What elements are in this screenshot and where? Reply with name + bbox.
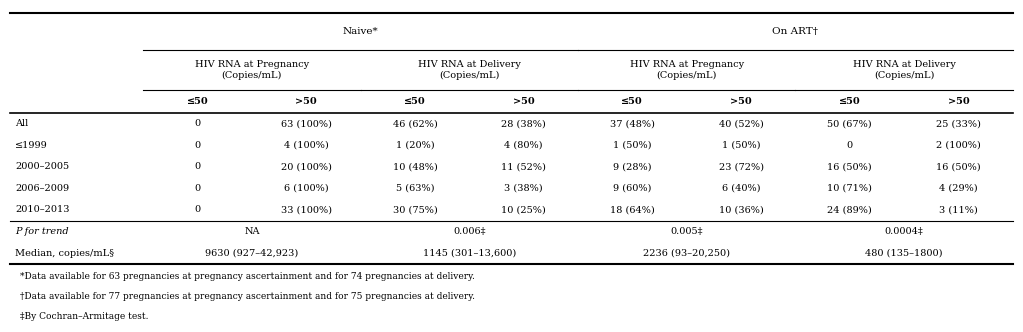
Text: ≤50: ≤50 [404,97,426,106]
Text: 25 (33%): 25 (33%) [936,119,981,128]
Text: *Data available for 63 pregnancies at pregnancy ascertainment and for 74 pregnan: *Data available for 63 pregnancies at pr… [20,272,476,281]
Text: HIV RNA at Delivery
(Copies/mL): HIV RNA at Delivery (Copies/mL) [417,59,521,80]
Text: 50 (67%): 50 (67%) [828,119,872,128]
Text: 37 (48%): 37 (48%) [610,119,655,128]
Text: 5 (63%): 5 (63%) [396,184,434,193]
Text: 3 (38%): 3 (38%) [504,184,543,193]
Text: 46 (62%): 46 (62%) [393,119,437,128]
Text: 0: 0 [194,184,201,193]
Text: 11 (52%): 11 (52%) [501,162,546,171]
Text: P for trend: P for trend [15,227,69,236]
Text: 2 (100%): 2 (100%) [936,141,981,150]
Text: ≤50: ≤50 [186,97,209,106]
Text: 1145 (301–13,600): 1145 (301–13,600) [422,249,516,258]
Text: >50: >50 [947,97,970,106]
Text: >50: >50 [730,97,752,106]
Text: 2000–2005: 2000–2005 [15,162,70,171]
Text: 2236 (93–20,250): 2236 (93–20,250) [643,249,730,258]
Text: 0: 0 [194,141,201,150]
Text: 10 (25%): 10 (25%) [501,206,546,214]
Text: 10 (71%): 10 (71%) [828,184,873,193]
Text: 9630 (927–42,923): 9630 (927–42,923) [206,249,299,258]
Text: 1 (50%): 1 (50%) [722,141,760,150]
Text: 10 (36%): 10 (36%) [719,206,763,214]
Text: 4 (29%): 4 (29%) [939,184,978,193]
Text: 30 (75%): 30 (75%) [393,206,437,214]
Text: 0.005‡: 0.005‡ [670,227,703,236]
Text: All: All [15,119,29,128]
Text: 2006–2009: 2006–2009 [15,184,70,193]
Text: HIV RNA at Delivery
(Copies/mL): HIV RNA at Delivery (Copies/mL) [852,59,955,80]
Text: 40 (52%): 40 (52%) [719,119,763,128]
Text: ≤1999: ≤1999 [15,141,48,150]
Text: 4 (80%): 4 (80%) [504,141,543,150]
Text: 1 (20%): 1 (20%) [396,141,435,150]
Text: 9 (60%): 9 (60%) [613,184,652,193]
Text: 4 (100%): 4 (100%) [284,141,328,150]
Text: 16 (50%): 16 (50%) [936,162,981,171]
Text: 6 (40%): 6 (40%) [722,184,760,193]
Text: 2010–2013: 2010–2013 [15,206,70,214]
Text: ‡By Cochran–Armitage test.: ‡By Cochran–Armitage test. [20,312,149,321]
Text: 10 (48%): 10 (48%) [393,162,437,171]
Text: HIV RNA at Pregnancy
(Copies/mL): HIV RNA at Pregnancy (Copies/mL) [629,59,744,80]
Text: 1 (50%): 1 (50%) [613,141,652,150]
Text: 9 (28%): 9 (28%) [613,162,652,171]
Text: >50: >50 [513,97,535,106]
Text: On ART†: On ART† [772,27,818,36]
Text: 0: 0 [194,119,201,128]
Text: 24 (89%): 24 (89%) [828,206,872,214]
Text: †Data available for 77 pregnancies at pregnancy ascertainment and for 75 pregnan: †Data available for 77 pregnancies at pr… [20,292,476,301]
Text: 33 (100%): 33 (100%) [280,206,331,214]
Text: 6 (100%): 6 (100%) [284,184,328,193]
Text: 20 (100%): 20 (100%) [281,162,331,171]
Text: Median, copies/mL§: Median, copies/mL§ [15,249,115,258]
Text: 0.006‡: 0.006‡ [453,227,486,236]
Text: 28 (38%): 28 (38%) [501,119,546,128]
Text: ≤50: ≤50 [839,97,860,106]
Text: 0: 0 [194,206,201,214]
Text: >50: >50 [296,97,317,106]
Text: NA: NA [244,227,260,236]
Text: Naive*: Naive* [343,27,379,36]
Text: ≤50: ≤50 [621,97,643,106]
Text: 3 (11%): 3 (11%) [939,206,978,214]
Text: 63 (100%): 63 (100%) [281,119,331,128]
Text: HIV RNA at Pregnancy
(Copies/mL): HIV RNA at Pregnancy (Copies/mL) [194,59,309,80]
Text: 480 (135–1800): 480 (135–1800) [865,249,943,258]
Text: 0.0004‡: 0.0004‡ [885,227,924,236]
Text: 0: 0 [194,162,201,171]
Text: 18 (64%): 18 (64%) [610,206,655,214]
Text: 23 (72%): 23 (72%) [718,162,763,171]
Text: 16 (50%): 16 (50%) [828,162,872,171]
Text: 0: 0 [847,141,853,150]
